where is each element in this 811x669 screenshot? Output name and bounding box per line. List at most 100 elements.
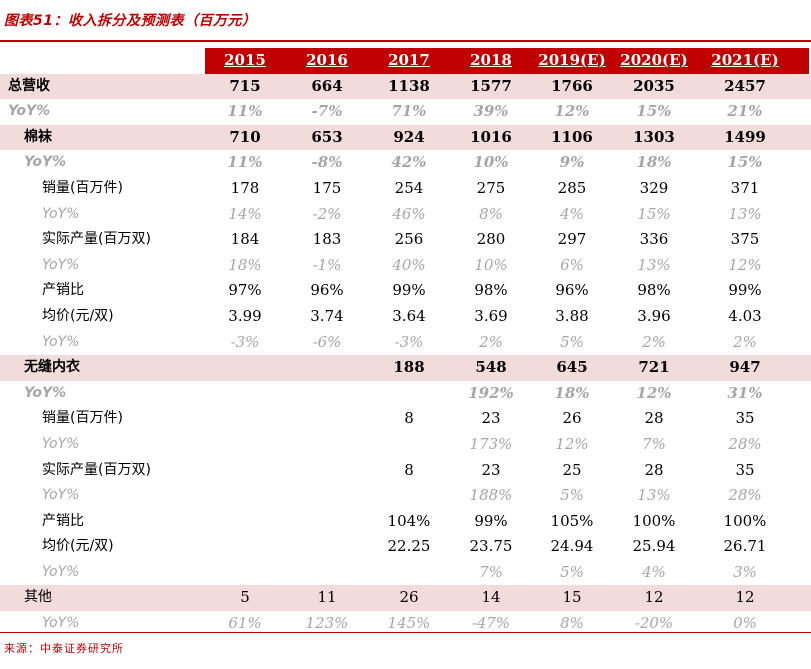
row-label: 无缝内衣	[24, 359, 80, 376]
value-cell: 0%	[733, 614, 757, 633]
value-cell	[287, 483, 367, 509]
value-cell: 99%	[392, 281, 426, 300]
table-row: YoY% 11% -8% 42% 10% 9% 18% 15%	[0, 150, 811, 176]
value-cell: -3%	[394, 332, 424, 351]
value-cell: 3.88	[555, 306, 589, 325]
value-cell: -6%	[312, 332, 342, 351]
value-cell: 28	[644, 460, 664, 479]
value-cell: 715	[229, 76, 261, 95]
value-cell: 12%	[636, 383, 672, 402]
value-cell: 2%	[733, 332, 757, 351]
table-row: YoY% 61% 123% 145% -47% 8% -20% 0%	[0, 611, 811, 637]
value-cell: 98%	[474, 281, 508, 300]
value-cell: 10%	[473, 153, 509, 172]
value-cell: 4.03	[728, 306, 762, 325]
value-cell: 3.99	[228, 306, 262, 325]
value-cell: 28%	[728, 434, 762, 453]
value-cell	[205, 458, 285, 484]
value-cell: 3.69	[474, 306, 508, 325]
value-cell: 5%	[560, 486, 584, 505]
value-cell: 8%	[479, 204, 503, 223]
value-cell: 96%	[555, 281, 589, 300]
value-cell	[205, 381, 285, 407]
value-cell	[205, 534, 285, 560]
value-cell: 8%	[560, 614, 584, 633]
row-label: YoY%	[42, 205, 80, 222]
value-cell: 3.96	[637, 306, 671, 325]
value-cell: 3.64	[392, 306, 426, 325]
value-cell: 3.74	[310, 306, 344, 325]
value-cell: 26	[399, 588, 419, 607]
value-cell: 8	[404, 460, 414, 479]
value-cell: 24.94	[550, 537, 594, 556]
value-cell: 3%	[733, 562, 757, 581]
value-cell: 98%	[637, 281, 671, 300]
value-cell: 1499	[724, 127, 766, 146]
value-cell: 21%	[727, 102, 763, 121]
value-cell: -3%	[230, 332, 260, 351]
value-cell: 145%	[387, 614, 431, 633]
value-cell	[287, 381, 367, 407]
row-label: 销量(百万件)	[42, 179, 123, 196]
footer-divider	[0, 632, 811, 633]
row-label: YoY%	[24, 384, 67, 401]
value-cell: 28	[644, 409, 664, 428]
value-cell: 25.94	[632, 537, 676, 556]
value-cell: 192%	[468, 383, 514, 402]
value-cell: 375	[730, 230, 760, 249]
row-label: 均价(元/双)	[42, 538, 114, 555]
value-cell: 71%	[391, 102, 427, 121]
value-cell: 285	[557, 178, 587, 197]
header-band	[205, 48, 809, 74]
value-cell	[205, 509, 285, 535]
value-cell	[369, 483, 449, 509]
row-label: 其他	[24, 589, 52, 606]
value-cell: 664	[311, 76, 343, 95]
value-cell: -7%	[311, 102, 343, 121]
value-cell: 11	[317, 588, 337, 607]
value-cell: 1766	[551, 76, 593, 95]
value-cell	[205, 406, 285, 432]
value-cell: 1016	[470, 127, 512, 146]
value-cell	[369, 432, 449, 458]
value-cell: 5%	[560, 332, 584, 351]
value-cell	[287, 406, 367, 432]
table-row: 其他 5 11 26 14 15 12 12	[0, 585, 811, 612]
value-cell: 1303	[633, 127, 675, 146]
table-row: 均价(元/双) 22.25 23.75 24.94 25.94 26.71	[0, 534, 811, 560]
value-cell: 26.71	[723, 537, 767, 556]
value-cell: 7%	[642, 434, 666, 453]
value-cell: -8%	[311, 153, 343, 172]
value-cell: 97%	[228, 281, 262, 300]
value-cell: 329	[639, 178, 669, 197]
value-cell	[287, 560, 367, 586]
value-cell: 10%	[474, 255, 508, 274]
value-cell: 28%	[728, 486, 762, 505]
value-cell: 178	[230, 178, 260, 197]
row-label: YoY%	[24, 154, 67, 171]
year-header: 2015	[224, 51, 266, 69]
table-row: 实际产量(百万双) 184 183 256 280 297 336 375	[0, 227, 811, 253]
value-cell: 173%	[469, 434, 513, 453]
row-label: 实际产量(百万双)	[42, 231, 151, 248]
value-cell: 2035	[633, 76, 675, 95]
title-divider	[0, 40, 811, 42]
table-row: YoY% 173% 12% 7% 28%	[0, 432, 811, 458]
value-cell: 105%	[550, 511, 594, 530]
value-cell: 5	[240, 588, 250, 607]
figure-title: 图表51：收入拆分及预测表（百万元）	[4, 13, 257, 29]
row-label: YoY%	[42, 256, 80, 273]
value-cell: 42%	[391, 153, 427, 172]
value-cell	[287, 509, 367, 535]
value-cell: 23	[481, 460, 501, 479]
value-cell: 100%	[723, 511, 767, 530]
value-cell: 2%	[479, 332, 503, 351]
value-cell: 23	[481, 409, 501, 428]
value-cell: 275	[476, 178, 506, 197]
value-cell: 12	[735, 588, 755, 607]
value-cell: 13%	[728, 204, 762, 223]
row-label: YoY%	[42, 563, 80, 580]
value-cell: 4%	[560, 204, 584, 223]
table-row: YoY% 188% 5% 13% 28%	[0, 483, 811, 509]
value-cell: 13%	[637, 255, 671, 274]
